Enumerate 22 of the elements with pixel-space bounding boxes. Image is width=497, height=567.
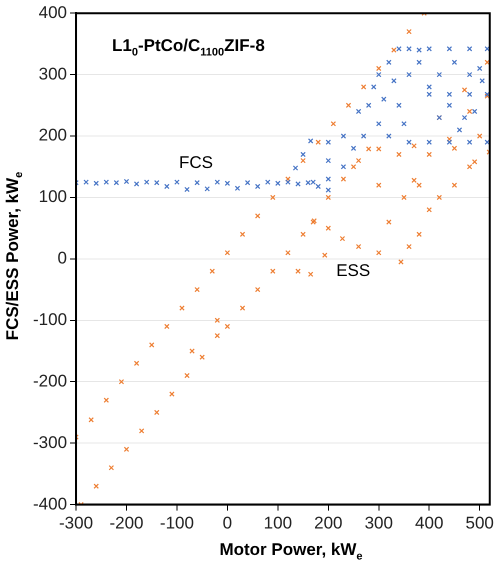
x-tick-label: -300	[59, 513, 94, 532]
y-tick-label: 300	[38, 64, 68, 84]
y-tick-label: -300	[32, 432, 68, 452]
annotation: FCS	[179, 152, 214, 172]
x-tick-label: -200	[109, 513, 144, 532]
x-tick-label: 0	[222, 513, 232, 532]
x-tick-label: 300	[364, 513, 393, 532]
y-tick-label: -200	[32, 371, 68, 390]
y-tick-label: -100	[32, 310, 68, 330]
y-tick-label: 100	[38, 187, 68, 206]
y-tick-label: 0	[58, 248, 68, 268]
x-tick-label: -100	[160, 513, 194, 532]
x-tick-label: 200	[314, 513, 342, 532]
annotation: ESS	[336, 260, 370, 280]
y-tick-label: -400	[32, 494, 68, 514]
text: L1$_{0}$-PtCo/C$_{1100}$ZIF-8	[112, 36, 265, 58]
y-tick-label: 200	[38, 126, 68, 145]
x-tick-label: 400	[415, 513, 444, 532]
x-tick-label: 500	[465, 513, 494, 532]
y-tick-label: 400	[38, 2, 68, 22]
x-tick-label: 100	[264, 513, 292, 532]
x-axis-title: Motor Power, kW$_{e}$	[218, 540, 364, 562]
